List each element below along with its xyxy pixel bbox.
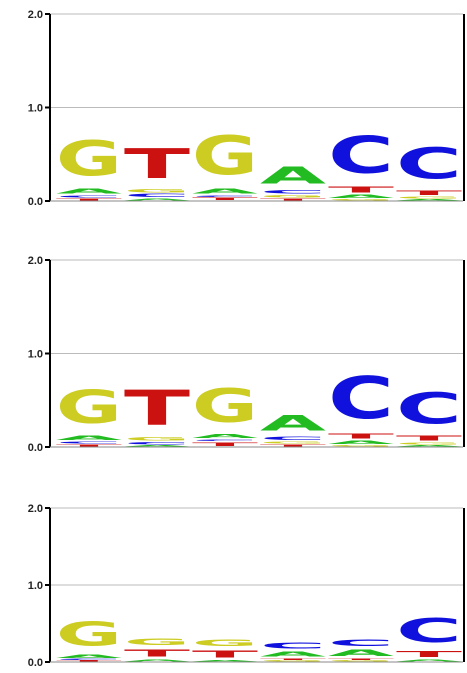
logo-letter-A: A xyxy=(56,187,122,195)
logo-letter-C: C xyxy=(192,440,258,442)
logo-letter-C: C xyxy=(396,139,462,189)
logo-letter-G: G xyxy=(396,196,462,199)
logo-letter-T: T xyxy=(56,660,122,662)
logo-letter-G: G xyxy=(328,660,394,662)
logo-letter-G: G xyxy=(260,660,326,662)
logo-letter-C: C xyxy=(260,189,326,195)
logo-letter-C: C xyxy=(328,126,394,185)
logo-letter-T: T xyxy=(56,198,122,201)
logo-letter-G: G xyxy=(124,188,190,194)
logo-letter-A: A xyxy=(192,187,258,195)
logo-letter-G: G xyxy=(192,638,258,648)
logo-letter-T: T xyxy=(124,648,190,659)
logo-letter-A: A xyxy=(56,654,122,659)
logo-letter-A: A xyxy=(328,195,394,200)
logo-letter-T: T xyxy=(328,185,394,194)
logo-letter-C: C xyxy=(260,436,326,442)
logo-letter-T: T xyxy=(396,189,462,196)
y-tick-label: 2.0 xyxy=(28,503,43,515)
logo-letter-C: C xyxy=(56,659,122,661)
logo-letter-G: G xyxy=(260,441,326,444)
logo-letter-T: T xyxy=(260,198,326,201)
logo-letter-T: T xyxy=(260,658,326,660)
logo-letter-A: A xyxy=(396,445,462,447)
logo-letter-A: A xyxy=(192,660,258,662)
logo-letter-C: C xyxy=(328,365,394,432)
logo-letter-A: A xyxy=(260,162,327,189)
logo-letter-A: A xyxy=(396,199,462,201)
logo-letter-T: T xyxy=(192,441,258,447)
logo-letter-C: C xyxy=(124,194,190,199)
logo-letter-T: T xyxy=(192,197,258,201)
logo-letter-C: C xyxy=(124,441,190,445)
logo-letter-G: G xyxy=(192,379,258,433)
logo-letter-C: C xyxy=(328,638,394,648)
logo-letter-G: G xyxy=(328,445,394,447)
logo-letter-A: A xyxy=(328,441,394,446)
y-tick-label: 0.0 xyxy=(28,196,43,208)
logo-letter-C: C xyxy=(192,195,258,197)
logo-letter-A: A xyxy=(124,198,190,201)
logo-letter-G: G xyxy=(56,381,122,434)
logo-letter-C: C xyxy=(260,641,326,650)
logo-letter-T: T xyxy=(124,140,190,188)
logo-letter-T: T xyxy=(396,434,462,442)
y-tick-label: 1.0 xyxy=(28,103,43,115)
logo-letter-G: G xyxy=(56,131,122,187)
logo-letter-T: T xyxy=(56,444,122,447)
logo-letter-T: T xyxy=(328,432,394,440)
logo-letter-C: C xyxy=(396,611,462,649)
logo-letter-A: A xyxy=(328,648,394,658)
logo-letter-A: A xyxy=(260,651,326,659)
logo-letter-A: A xyxy=(124,445,190,447)
y-tick-label: 2.0 xyxy=(28,255,43,267)
logo-letter-A: A xyxy=(124,659,190,662)
logo-letter-A: A xyxy=(56,434,122,441)
logo-letter-G: G xyxy=(124,437,190,442)
logo-letter-T: T xyxy=(192,648,258,659)
logo-letter-G: G xyxy=(260,195,326,199)
logo-letter-G: G xyxy=(56,616,122,654)
logo-letter-C: C xyxy=(396,384,462,434)
logo-letter-A: A xyxy=(192,433,258,439)
logo-letter-C: C xyxy=(56,195,122,198)
logo-letter-T: T xyxy=(328,658,394,660)
y-tick-label: 0.0 xyxy=(28,442,43,454)
logo-letter-A: A xyxy=(396,659,462,662)
logo-letter-A: A xyxy=(260,410,326,435)
logo-letter-G: G xyxy=(328,199,394,201)
logo-letter-G: G xyxy=(124,637,190,648)
y-tick-label: 1.0 xyxy=(28,580,43,592)
y-tick-label: 1.0 xyxy=(28,349,43,361)
logo-letter-G: G xyxy=(192,126,258,188)
logo-letter-T: T xyxy=(260,444,326,447)
y-tick-label: 2.0 xyxy=(28,9,43,21)
logo-letter-G: G xyxy=(396,442,462,445)
logo-letter-C: C xyxy=(56,441,122,444)
logo-letter-T: T xyxy=(124,381,190,437)
logo-letter-T: T xyxy=(396,650,462,659)
y-tick-label: 0.0 xyxy=(28,657,43,669)
